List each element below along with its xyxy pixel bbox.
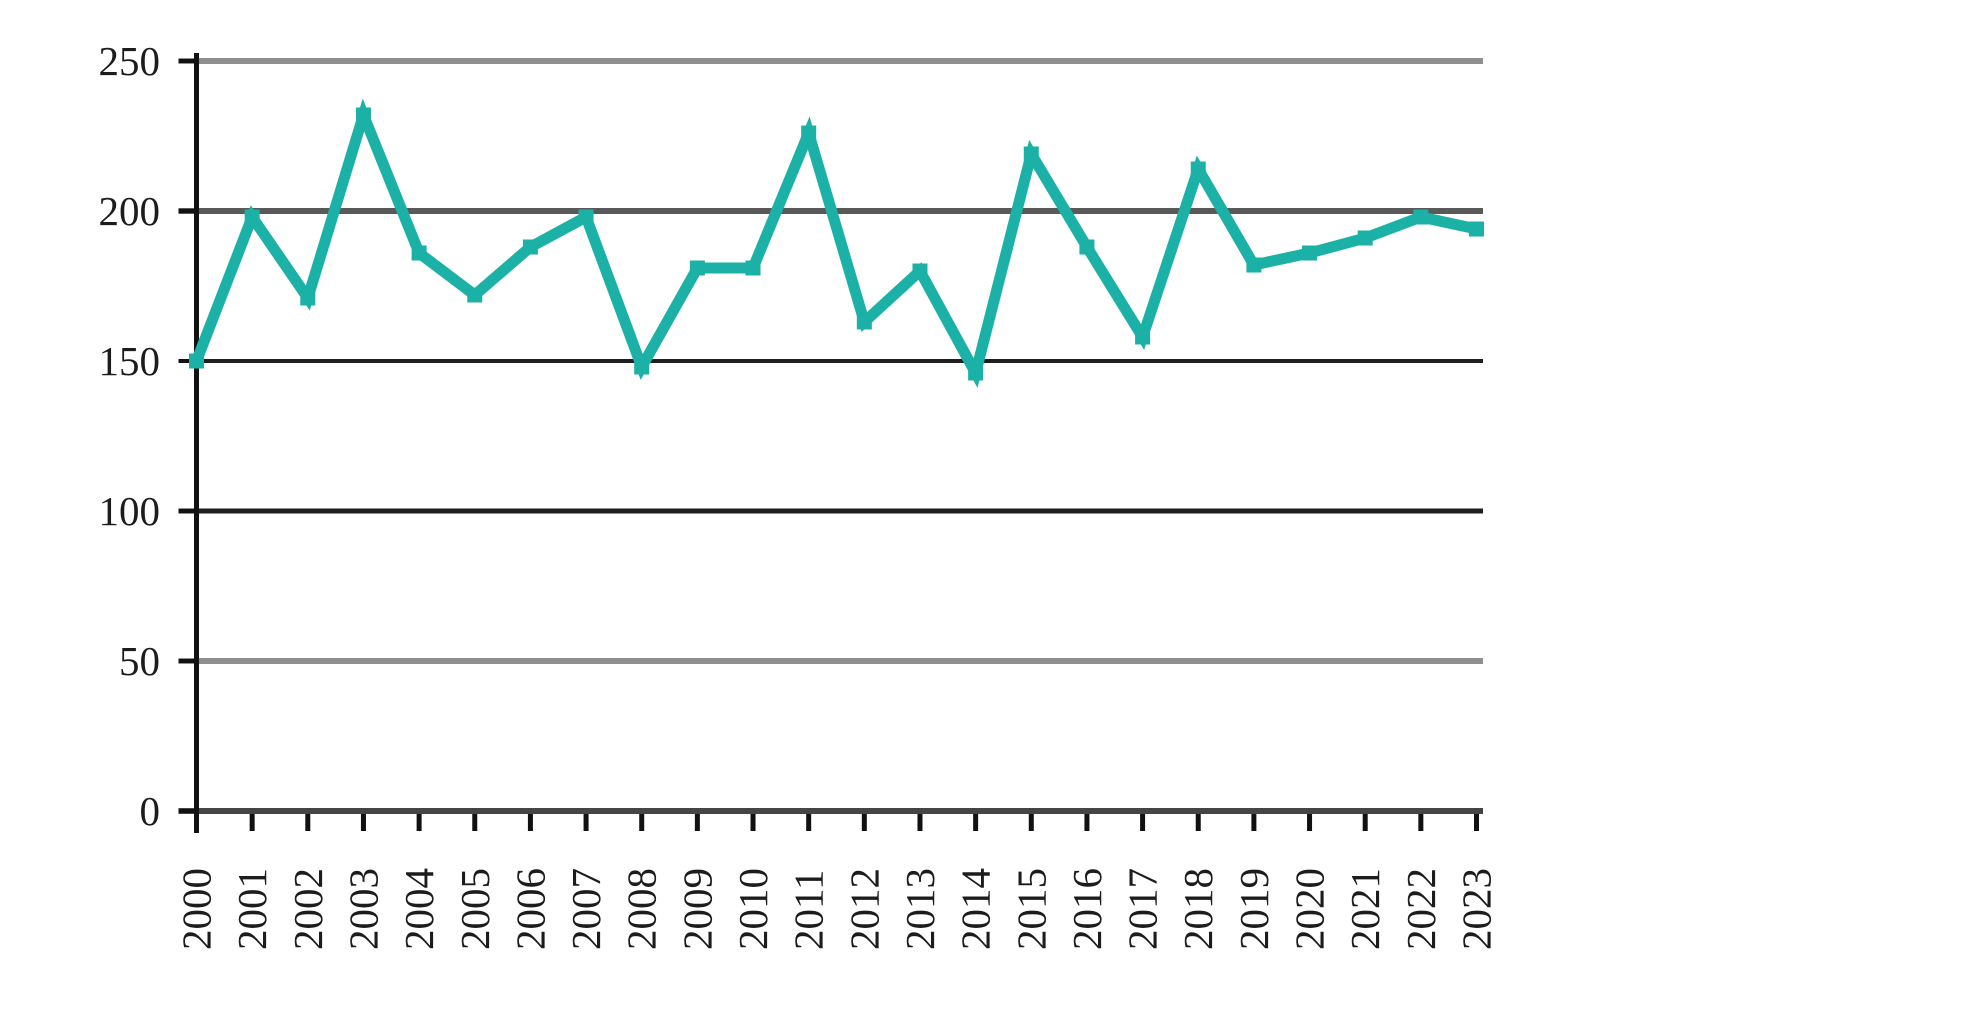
y-tick-250 bbox=[178, 59, 197, 63]
x-tick-label: 2004 bbox=[396, 868, 442, 950]
x-tick-label: 2014 bbox=[953, 868, 999, 950]
data-point-2016 bbox=[1079, 239, 1095, 255]
x-tick-label: 2006 bbox=[507, 868, 553, 950]
x-tick-label: 2002 bbox=[285, 868, 331, 950]
data-line-series-1 bbox=[191, 98, 1478, 388]
x-tick-label: 2007 bbox=[563, 868, 609, 950]
data-point-2017 bbox=[1135, 329, 1151, 345]
data-point-2007 bbox=[578, 209, 594, 225]
y-tick-label: 250 bbox=[99, 38, 161, 84]
gridline-0 bbox=[178, 808, 1483, 814]
x-tick-2021 bbox=[1362, 814, 1368, 831]
x-tick-label: 2011 bbox=[786, 870, 832, 950]
data-point-2015 bbox=[1023, 146, 1039, 162]
x-tick-label: 2022 bbox=[1398, 868, 1444, 950]
x-tick-2005 bbox=[472, 814, 478, 831]
x-tick-label: 2013 bbox=[897, 868, 943, 950]
x-tick-2008 bbox=[639, 814, 645, 831]
x-tick-2017 bbox=[1140, 814, 1146, 831]
gridline-50 bbox=[178, 658, 1483, 664]
x-tick-label: 2020 bbox=[1287, 868, 1333, 950]
data-point-2019 bbox=[1246, 257, 1262, 273]
x-tick-2013 bbox=[917, 814, 923, 831]
x-tick-2015 bbox=[1028, 814, 1034, 831]
y-axis-line bbox=[194, 53, 199, 833]
data-point-2023 bbox=[1469, 221, 1484, 237]
data-point-2002 bbox=[300, 290, 316, 306]
y-tick-150 bbox=[178, 359, 197, 363]
data-point-2018 bbox=[1190, 161, 1206, 177]
y-tick-label: 200 bbox=[99, 188, 161, 234]
x-tick-2023 bbox=[1474, 814, 1479, 831]
data-point-2014 bbox=[968, 365, 984, 381]
x-tick-label: 2017 bbox=[1120, 868, 1166, 950]
data-point-2000 bbox=[189, 353, 204, 369]
data-point-2005 bbox=[467, 287, 483, 303]
data-point-2020 bbox=[1302, 245, 1318, 261]
x-tick-label: 2008 bbox=[619, 868, 665, 950]
x-tick-label: 2018 bbox=[1175, 868, 1221, 950]
x-tick-label: 2015 bbox=[1008, 868, 1054, 950]
gridline-100 bbox=[178, 508, 1483, 514]
x-tick-2019 bbox=[1251, 814, 1257, 831]
data-point-2006 bbox=[522, 239, 538, 255]
x-tick-label: 2019 bbox=[1231, 868, 1277, 950]
x-tick-2010 bbox=[750, 814, 756, 831]
y-tick-200 bbox=[178, 209, 197, 213]
y-tick-label: 100 bbox=[99, 488, 161, 534]
x-tick-2022 bbox=[1418, 814, 1424, 831]
x-tick-label: 2016 bbox=[1064, 868, 1110, 950]
y-tick-0 bbox=[178, 809, 197, 813]
x-tick-label: 2023 bbox=[1454, 868, 1500, 950]
y-tick-label: 0 bbox=[140, 788, 161, 834]
x-tick-2002 bbox=[305, 814, 311, 831]
x-tick-2011 bbox=[806, 814, 812, 831]
data-point-2022 bbox=[1413, 209, 1429, 225]
y-tick-label: 50 bbox=[119, 638, 160, 684]
x-tick-2009 bbox=[694, 814, 700, 831]
data-point-2021 bbox=[1357, 230, 1373, 246]
x-tick-2003 bbox=[360, 814, 366, 831]
x-tick-2007 bbox=[583, 814, 589, 831]
data-point-2011 bbox=[801, 125, 817, 141]
x-tick-label: 2009 bbox=[674, 868, 720, 950]
x-tick-2018 bbox=[1195, 814, 1201, 831]
y-tick-50 bbox=[178, 659, 197, 663]
x-tick-2014 bbox=[973, 814, 979, 831]
x-tick-label: 2000 bbox=[174, 868, 220, 950]
data-point-2003 bbox=[355, 107, 371, 123]
data-point-2004 bbox=[411, 245, 427, 261]
x-tick-label: 2021 bbox=[1342, 868, 1388, 950]
x-tick-label: 2012 bbox=[841, 868, 887, 950]
x-tick-label: 2001 bbox=[229, 868, 275, 950]
data-point-2009 bbox=[689, 260, 705, 276]
x-tick-2006 bbox=[527, 814, 533, 831]
y-tick-100 bbox=[178, 509, 197, 513]
data-point-2008 bbox=[634, 359, 650, 375]
x-tick-label: 2003 bbox=[340, 868, 386, 950]
x-tick-label: 2005 bbox=[452, 868, 498, 950]
gridline-250 bbox=[178, 58, 1483, 64]
data-point-2013 bbox=[912, 263, 928, 279]
x-tick-label: 2010 bbox=[730, 868, 776, 950]
data-point-2010 bbox=[745, 260, 761, 276]
x-tick-2016 bbox=[1084, 814, 1090, 831]
x-tick-2001 bbox=[249, 814, 255, 831]
x-tick-2012 bbox=[861, 814, 867, 831]
x-tick-2020 bbox=[1307, 814, 1313, 831]
y-tick-label: 150 bbox=[99, 338, 161, 384]
x-tick-2004 bbox=[416, 814, 422, 831]
data-point-2012 bbox=[856, 314, 872, 330]
data-point-2001 bbox=[244, 209, 260, 225]
x-tick-2000 bbox=[194, 814, 199, 831]
gridline-150 bbox=[178, 359, 1483, 363]
